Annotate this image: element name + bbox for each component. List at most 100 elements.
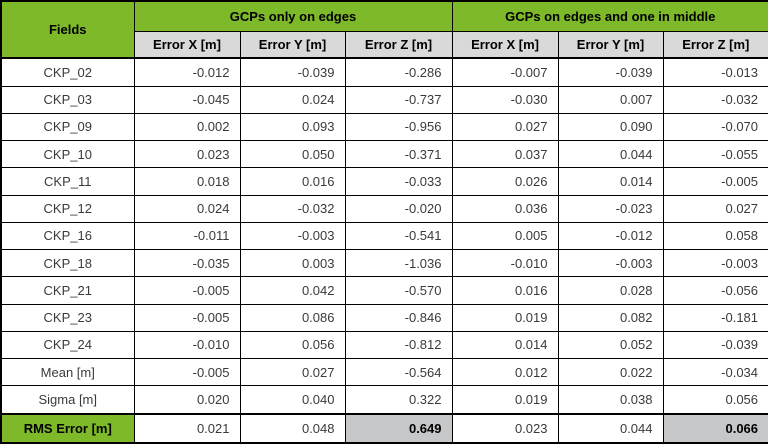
value-cell: -0.010 — [133, 330, 241, 360]
value-cell: 0.052 — [557, 330, 664, 360]
value-cell: -0.012 — [133, 57, 241, 87]
table-row: CKP_16 -0.011 -0.003 -0.541 0.005 -0.012 0.058 — [0, 221, 768, 251]
value-cell: 0.021 — [133, 412, 241, 444]
col-header-error-x-right: Error X [m] — [451, 30, 559, 59]
value-cell: -0.039 — [239, 57, 346, 87]
value-cell: -0.020 — [344, 194, 453, 223]
value-cell: 0.649 — [344, 412, 453, 444]
col-header-error-y-left: Error Y [m] — [239, 30, 346, 59]
value-cell: 0.086 — [239, 303, 346, 332]
value-cell: 0.058 — [662, 221, 768, 251]
value-cell: -0.032 — [239, 194, 346, 223]
value-cell: -0.034 — [662, 358, 768, 387]
value-cell: 0.005 — [451, 221, 559, 251]
value-cell: -0.055 — [662, 140, 768, 169]
value-cell: 0.024 — [133, 194, 241, 223]
row-label: CKP_02 — [0, 57, 135, 87]
table-row: CKP_21 -0.005 0.042 -0.570 0.016 0.028 -0.056 — [0, 276, 768, 305]
value-cell: -0.812 — [344, 330, 453, 360]
value-cell: 0.020 — [133, 385, 241, 415]
value-cell: 0.056 — [239, 330, 346, 360]
value-cell: -0.371 — [344, 140, 453, 169]
rms-row: RMS Error [m] 0.021 0.048 0.649 0.023 0.044 0.… — [0, 412, 768, 444]
group-header-row: Fields GCPs only on edges GCPs on edges … — [0, 0, 768, 59]
value-cell: -0.013 — [662, 57, 768, 87]
col-header-error-y-right: Error Y [m] — [557, 30, 664, 59]
value-cell: 0.028 — [557, 276, 664, 305]
value-cell: 0.042 — [239, 276, 346, 305]
table-row: CKP_02 -0.012 -0.039 -0.286 -0.007 -0.039 -0.0… — [0, 57, 768, 87]
value-cell: -0.010 — [451, 249, 559, 278]
value-cell: -0.286 — [344, 57, 453, 87]
value-cell: 0.027 — [239, 358, 346, 387]
value-cell: 0.093 — [239, 112, 346, 142]
row-label: CKP_11 — [0, 167, 135, 196]
value-cell: 0.002 — [133, 112, 241, 142]
table-row: CKP_11 0.018 0.016 -0.033 0.026 0.014 -0.005 — [0, 167, 768, 196]
table-row: Mean [m] -0.005 0.027 -0.564 0.012 0.022 -0.03… — [0, 358, 768, 387]
value-cell: 0.026 — [451, 167, 559, 196]
value-cell: -0.030 — [451, 85, 559, 114]
value-cell: 0.003 — [239, 249, 346, 278]
value-cell: 0.007 — [557, 85, 664, 114]
table-body: CKP_02 -0.012 -0.039 -0.286 -0.007 -0.039 -0.0… — [0, 57, 768, 444]
table-row: CKP_24 -0.010 0.056 -0.812 0.014 0.052 -0.039 — [0, 330, 768, 360]
value-cell: 0.090 — [557, 112, 664, 142]
row-label: Sigma [m] — [0, 385, 135, 415]
value-cell: -0.023 — [557, 194, 664, 223]
value-cell: -0.011 — [133, 221, 241, 251]
value-cell: -0.033 — [344, 167, 453, 196]
value-cell: 0.018 — [133, 167, 241, 196]
row-label: Mean [m] — [0, 358, 135, 387]
value-cell: 0.019 — [451, 385, 559, 415]
value-cell: 0.066 — [662, 412, 768, 444]
value-cell: 0.036 — [451, 194, 559, 223]
row-label: CKP_03 — [0, 85, 135, 114]
group-header-left: GCPs only on edges — [133, 0, 453, 32]
value-cell: -0.032 — [662, 85, 768, 114]
value-cell: -0.564 — [344, 358, 453, 387]
value-cell: -0.005 — [133, 303, 241, 332]
value-cell: -1.036 — [344, 249, 453, 278]
value-cell: 0.038 — [557, 385, 664, 415]
col-header-error-x-left: Error X [m] — [133, 30, 241, 59]
value-cell: 0.019 — [451, 303, 559, 332]
value-cell: 0.027 — [662, 194, 768, 223]
col-header-error-z-left: Error Z [m] — [344, 30, 453, 59]
col-header-error-z-right: Error Z [m] — [662, 30, 768, 59]
row-label: CKP_12 — [0, 194, 135, 223]
table-row: Sigma [m] 0.020 0.040 0.322 0.019 0.038 0.056 — [0, 385, 768, 415]
fields-header: Fields — [0, 0, 135, 59]
table-row: CKP_09 0.002 0.093 -0.956 0.027 0.090 -0.070 — [0, 112, 768, 142]
table-row: CKP_10 0.023 0.050 -0.371 0.037 0.044 -0.055 — [0, 140, 768, 169]
value-cell: 0.023 — [133, 140, 241, 169]
value-cell: -0.007 — [451, 57, 559, 87]
value-cell: 0.022 — [557, 358, 664, 387]
value-cell: 0.044 — [557, 412, 664, 444]
table-row: CKP_12 0.024 -0.032 -0.020 0.036 -0.023 0.027 — [0, 194, 768, 223]
row-label: CKP_24 — [0, 330, 135, 360]
table-row: CKP_18 -0.035 0.003 -1.036 -0.010 -0.003 -0.00… — [0, 249, 768, 278]
value-cell: 0.048 — [239, 412, 346, 444]
value-cell: -0.846 — [344, 303, 453, 332]
value-cell: 0.037 — [451, 140, 559, 169]
value-cell: 0.016 — [239, 167, 346, 196]
row-label: CKP_23 — [0, 303, 135, 332]
value-cell: 0.023 — [451, 412, 559, 444]
value-cell: -0.003 — [557, 249, 664, 278]
value-cell: -0.005 — [133, 358, 241, 387]
value-cell: 0.044 — [557, 140, 664, 169]
value-cell: 0.056 — [662, 385, 768, 415]
value-cell: -0.070 — [662, 112, 768, 142]
value-cell: -0.056 — [662, 276, 768, 305]
value-cell: -0.570 — [344, 276, 453, 305]
value-cell: 0.322 — [344, 385, 453, 415]
group-header-right: GCPs on edges and one in middle — [451, 0, 768, 32]
table-row: CKP_03 -0.045 0.024 -0.737 -0.030 0.007 -0.032 — [0, 85, 768, 114]
value-cell: 0.040 — [239, 385, 346, 415]
value-cell: -0.181 — [662, 303, 768, 332]
value-cell: -0.956 — [344, 112, 453, 142]
table-row: CKP_23 -0.005 0.086 -0.846 0.019 0.082 -0.181 — [0, 303, 768, 332]
value-cell: -0.039 — [557, 57, 664, 87]
row-label: CKP_21 — [0, 276, 135, 305]
